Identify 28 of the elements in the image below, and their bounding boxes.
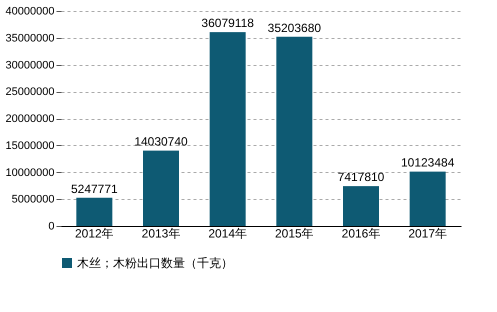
data-label: 14030740 [134,134,188,149]
y-tick-label: 30000000 [6,59,54,72]
data-label: 7417810 [338,170,385,184]
bar [276,36,312,226]
data-label: 10123484 [400,156,455,170]
bar [76,198,112,226]
y-tick-label: 15000000 [6,140,54,152]
y-tick-label: 25000000 [6,86,54,98]
x-tick-label: 2017年 [408,226,448,240]
legend-label: 木丝；木粉出口数量（千克） [77,256,233,270]
x-tick-label: 2015年 [274,226,314,240]
bar [410,172,446,226]
y-tick-label: 40000000 [6,6,54,18]
data-label: 35203680 [268,20,322,35]
data-label: 36079118 [201,16,254,30]
x-tick-label: 2016年 [342,226,380,240]
bar [343,186,379,226]
x-tick-label: 2012年 [74,226,114,240]
x-tick-label: 2014年 [208,226,248,240]
y-tick-label: 0 [48,220,54,232]
y-tick-label: 5000000 [12,194,54,206]
bar [210,32,246,226]
y-tick-label: 35000000 [6,32,54,44]
x-tick-label: 2013年 [142,226,180,240]
bar [143,150,179,226]
y-tick-label: 20000000 [6,113,54,125]
data-label: 5247771 [70,182,118,196]
y-tick-label: 10000000 [6,166,54,179]
